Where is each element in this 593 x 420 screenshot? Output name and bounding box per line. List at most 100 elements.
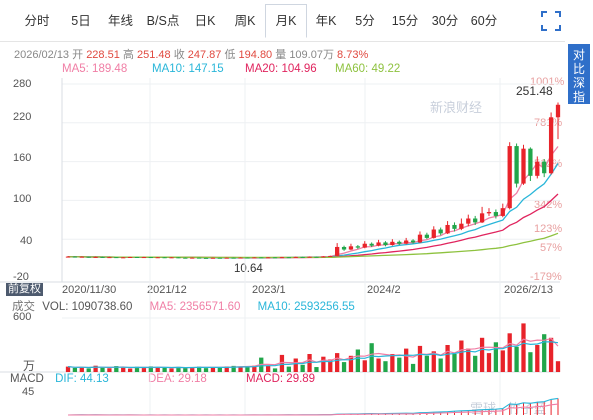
candle-body xyxy=(348,246,354,250)
volume-bar xyxy=(528,352,533,372)
candle-body xyxy=(279,257,285,259)
candle-body xyxy=(528,148,533,176)
volume-bar xyxy=(348,355,354,372)
volume-bar xyxy=(535,345,540,372)
tab-9[interactable]: 15分 xyxy=(391,13,419,28)
tab-6[interactable]: 月K xyxy=(265,3,307,38)
y-tick: 220 xyxy=(13,111,32,123)
tab-4[interactable]: 日K xyxy=(194,13,216,28)
y-tick: 160 xyxy=(13,152,32,164)
volume-bar xyxy=(362,360,367,372)
candle-body xyxy=(404,240,409,244)
volume-bar xyxy=(548,337,554,372)
tab-7[interactable]: 年K xyxy=(315,13,337,28)
candle-body xyxy=(100,256,105,258)
tab-1[interactable]: 5日 xyxy=(71,13,91,28)
volume-bar xyxy=(210,367,216,372)
volume-bar xyxy=(341,362,347,372)
candle-body xyxy=(362,243,367,248)
volume-bar xyxy=(183,367,188,372)
volume-bar xyxy=(459,340,464,372)
candle-body xyxy=(390,241,395,246)
candle-body xyxy=(314,256,319,258)
max-annotation: 251.48 xyxy=(516,84,553,98)
volume-bar xyxy=(127,368,133,372)
side-char: 对 xyxy=(572,48,585,62)
candle-body xyxy=(72,256,78,258)
volume-bar xyxy=(397,357,402,372)
macd-tick: 45 xyxy=(22,386,35,398)
candle-body xyxy=(65,256,71,258)
vol-legend: 成交 VOL: 1090738.60 MA5: 2356571.60 MA10:… xyxy=(12,301,355,313)
volume-bar xyxy=(555,361,561,372)
volume-bar xyxy=(431,351,436,372)
candle-body xyxy=(148,257,153,259)
candle-body xyxy=(410,240,416,243)
fullscreen-icon[interactable] xyxy=(541,11,561,31)
compare-index-button[interactable]: 对 比 深 指 xyxy=(568,44,590,104)
candle-body xyxy=(507,146,512,209)
candle-body xyxy=(190,257,195,259)
candle-body xyxy=(252,257,257,259)
volume-bar xyxy=(176,366,181,372)
candle-body xyxy=(238,257,243,259)
side-char: 指 xyxy=(572,90,585,104)
adjust-toggle[interactable]: 前复权 xyxy=(6,283,43,296)
candle-body xyxy=(259,257,264,259)
volume-bar xyxy=(493,342,499,372)
candle-body xyxy=(141,257,147,259)
candle-body xyxy=(217,257,222,259)
high-value: 251.48 xyxy=(136,49,171,61)
y-tick: -20 xyxy=(13,271,29,283)
candle-body xyxy=(383,242,388,246)
chg-value: 8.73% xyxy=(337,49,369,61)
x-tick: 2021/12 xyxy=(147,284,187,296)
volume-bar xyxy=(134,366,140,372)
tab-10[interactable]: 30分 xyxy=(431,13,459,28)
volume-bar xyxy=(79,367,84,372)
candle-body xyxy=(514,146,519,184)
x-tick: 2020/11/30 xyxy=(62,284,117,296)
volume-bar xyxy=(376,358,381,372)
volume-bar xyxy=(321,356,326,372)
info-date: 2026/02/13 xyxy=(14,49,70,61)
volume-bar xyxy=(542,334,547,372)
volume-bar xyxy=(521,323,526,372)
pct-tick: 57% xyxy=(540,242,563,254)
volume-bar xyxy=(190,367,195,372)
candle-body xyxy=(341,246,347,250)
candle-body xyxy=(369,243,374,246)
candle-body xyxy=(79,256,84,258)
side-char: 比 xyxy=(572,62,585,76)
volume-bar xyxy=(417,345,423,372)
candle-body xyxy=(162,257,167,259)
volume-bar xyxy=(169,368,174,372)
vol-label: 量 xyxy=(275,49,287,61)
candle-body xyxy=(210,257,216,259)
volume-bar xyxy=(238,366,243,372)
tab-8[interactable]: 5分 xyxy=(355,13,375,28)
tab-11[interactable]: 60分 xyxy=(470,13,498,28)
volume-bar xyxy=(466,348,471,372)
tab-0[interactable]: 分时 xyxy=(24,13,50,28)
tab-3[interactable]: B/S点 xyxy=(146,13,180,28)
ma60-line xyxy=(67,232,559,259)
candle-body xyxy=(134,256,140,258)
candle-body xyxy=(224,257,229,259)
volume-bar xyxy=(252,365,257,372)
candle-body xyxy=(121,257,126,259)
candle-body xyxy=(438,229,443,234)
candle-body xyxy=(452,224,457,229)
volume-bar xyxy=(293,358,298,372)
volume-bar xyxy=(155,367,160,372)
candle-body xyxy=(424,234,430,238)
tab-5[interactable]: 周K xyxy=(234,13,256,28)
low-label: 低 xyxy=(224,49,236,61)
volume-bar xyxy=(404,348,409,372)
volume-bar xyxy=(383,361,388,372)
y-tick: 280 xyxy=(13,78,32,90)
ma10-legend: MA10: 147.15 xyxy=(152,63,224,75)
candle-body xyxy=(355,246,360,248)
tab-2[interactable]: 年线 xyxy=(107,13,133,28)
candle-body xyxy=(176,257,181,259)
